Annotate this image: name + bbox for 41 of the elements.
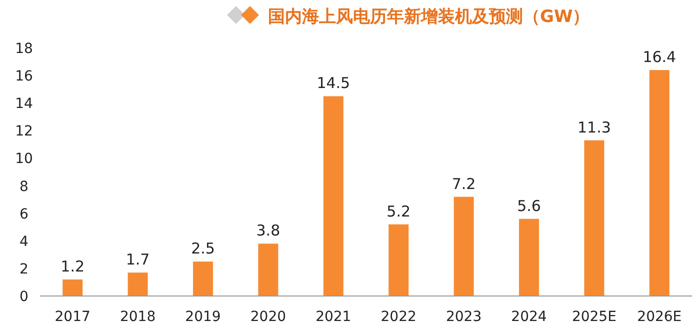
data-label: 1.2 [60,257,85,276]
chart-title: 国内海上风电历年新增装机及预测（GW） [268,7,590,27]
data-label: 2.5 [191,240,215,258]
x-tick-label: 2023 [446,309,482,325]
y-tick-label: 0 [20,289,28,305]
y-tick-label: 8 [20,178,28,195]
bar [388,224,409,296]
data-label: 7.2 [452,174,476,193]
bar [584,140,604,296]
y-tick-label: 4 [20,234,29,250]
x-tick-label: 2021 [316,309,352,325]
bar [258,244,278,296]
bar [128,272,148,296]
x-tick-label: 2020 [250,309,286,325]
bar [454,196,474,296]
y-tick-label: 14 [15,96,33,112]
data-label: 5.2 [386,202,411,220]
y-tick-label: 2 [20,261,28,278]
bar [649,70,670,296]
data-label: 3.8 [256,222,280,240]
x-tick-label: 2026E [637,309,682,325]
bar [323,96,344,296]
x-tick-label: 2018 [120,309,156,325]
x-tick-label: 2017 [54,309,90,325]
y-tick-label: 6 [20,206,29,222]
x-tick-label: 2022 [380,309,416,325]
data-label: 1.7 [126,250,150,269]
data-label: 5.6 [517,196,541,215]
y-tick-label: 16 [15,68,33,85]
bar [519,218,539,296]
y-tick-label: 12 [15,124,33,140]
data-label: 11.3 [577,118,611,136]
data-label: 14.5 [316,74,350,92]
y-tick-label: 10 [15,151,33,168]
bar [193,262,213,296]
x-tick-label: 2025E [572,309,616,325]
x-tick-label: 2019 [185,309,221,325]
data-label: 16.4 [642,48,676,66]
x-tick-label: 2024 [511,309,547,325]
bar [62,279,83,296]
y-tick-label: 18 [15,41,33,57]
